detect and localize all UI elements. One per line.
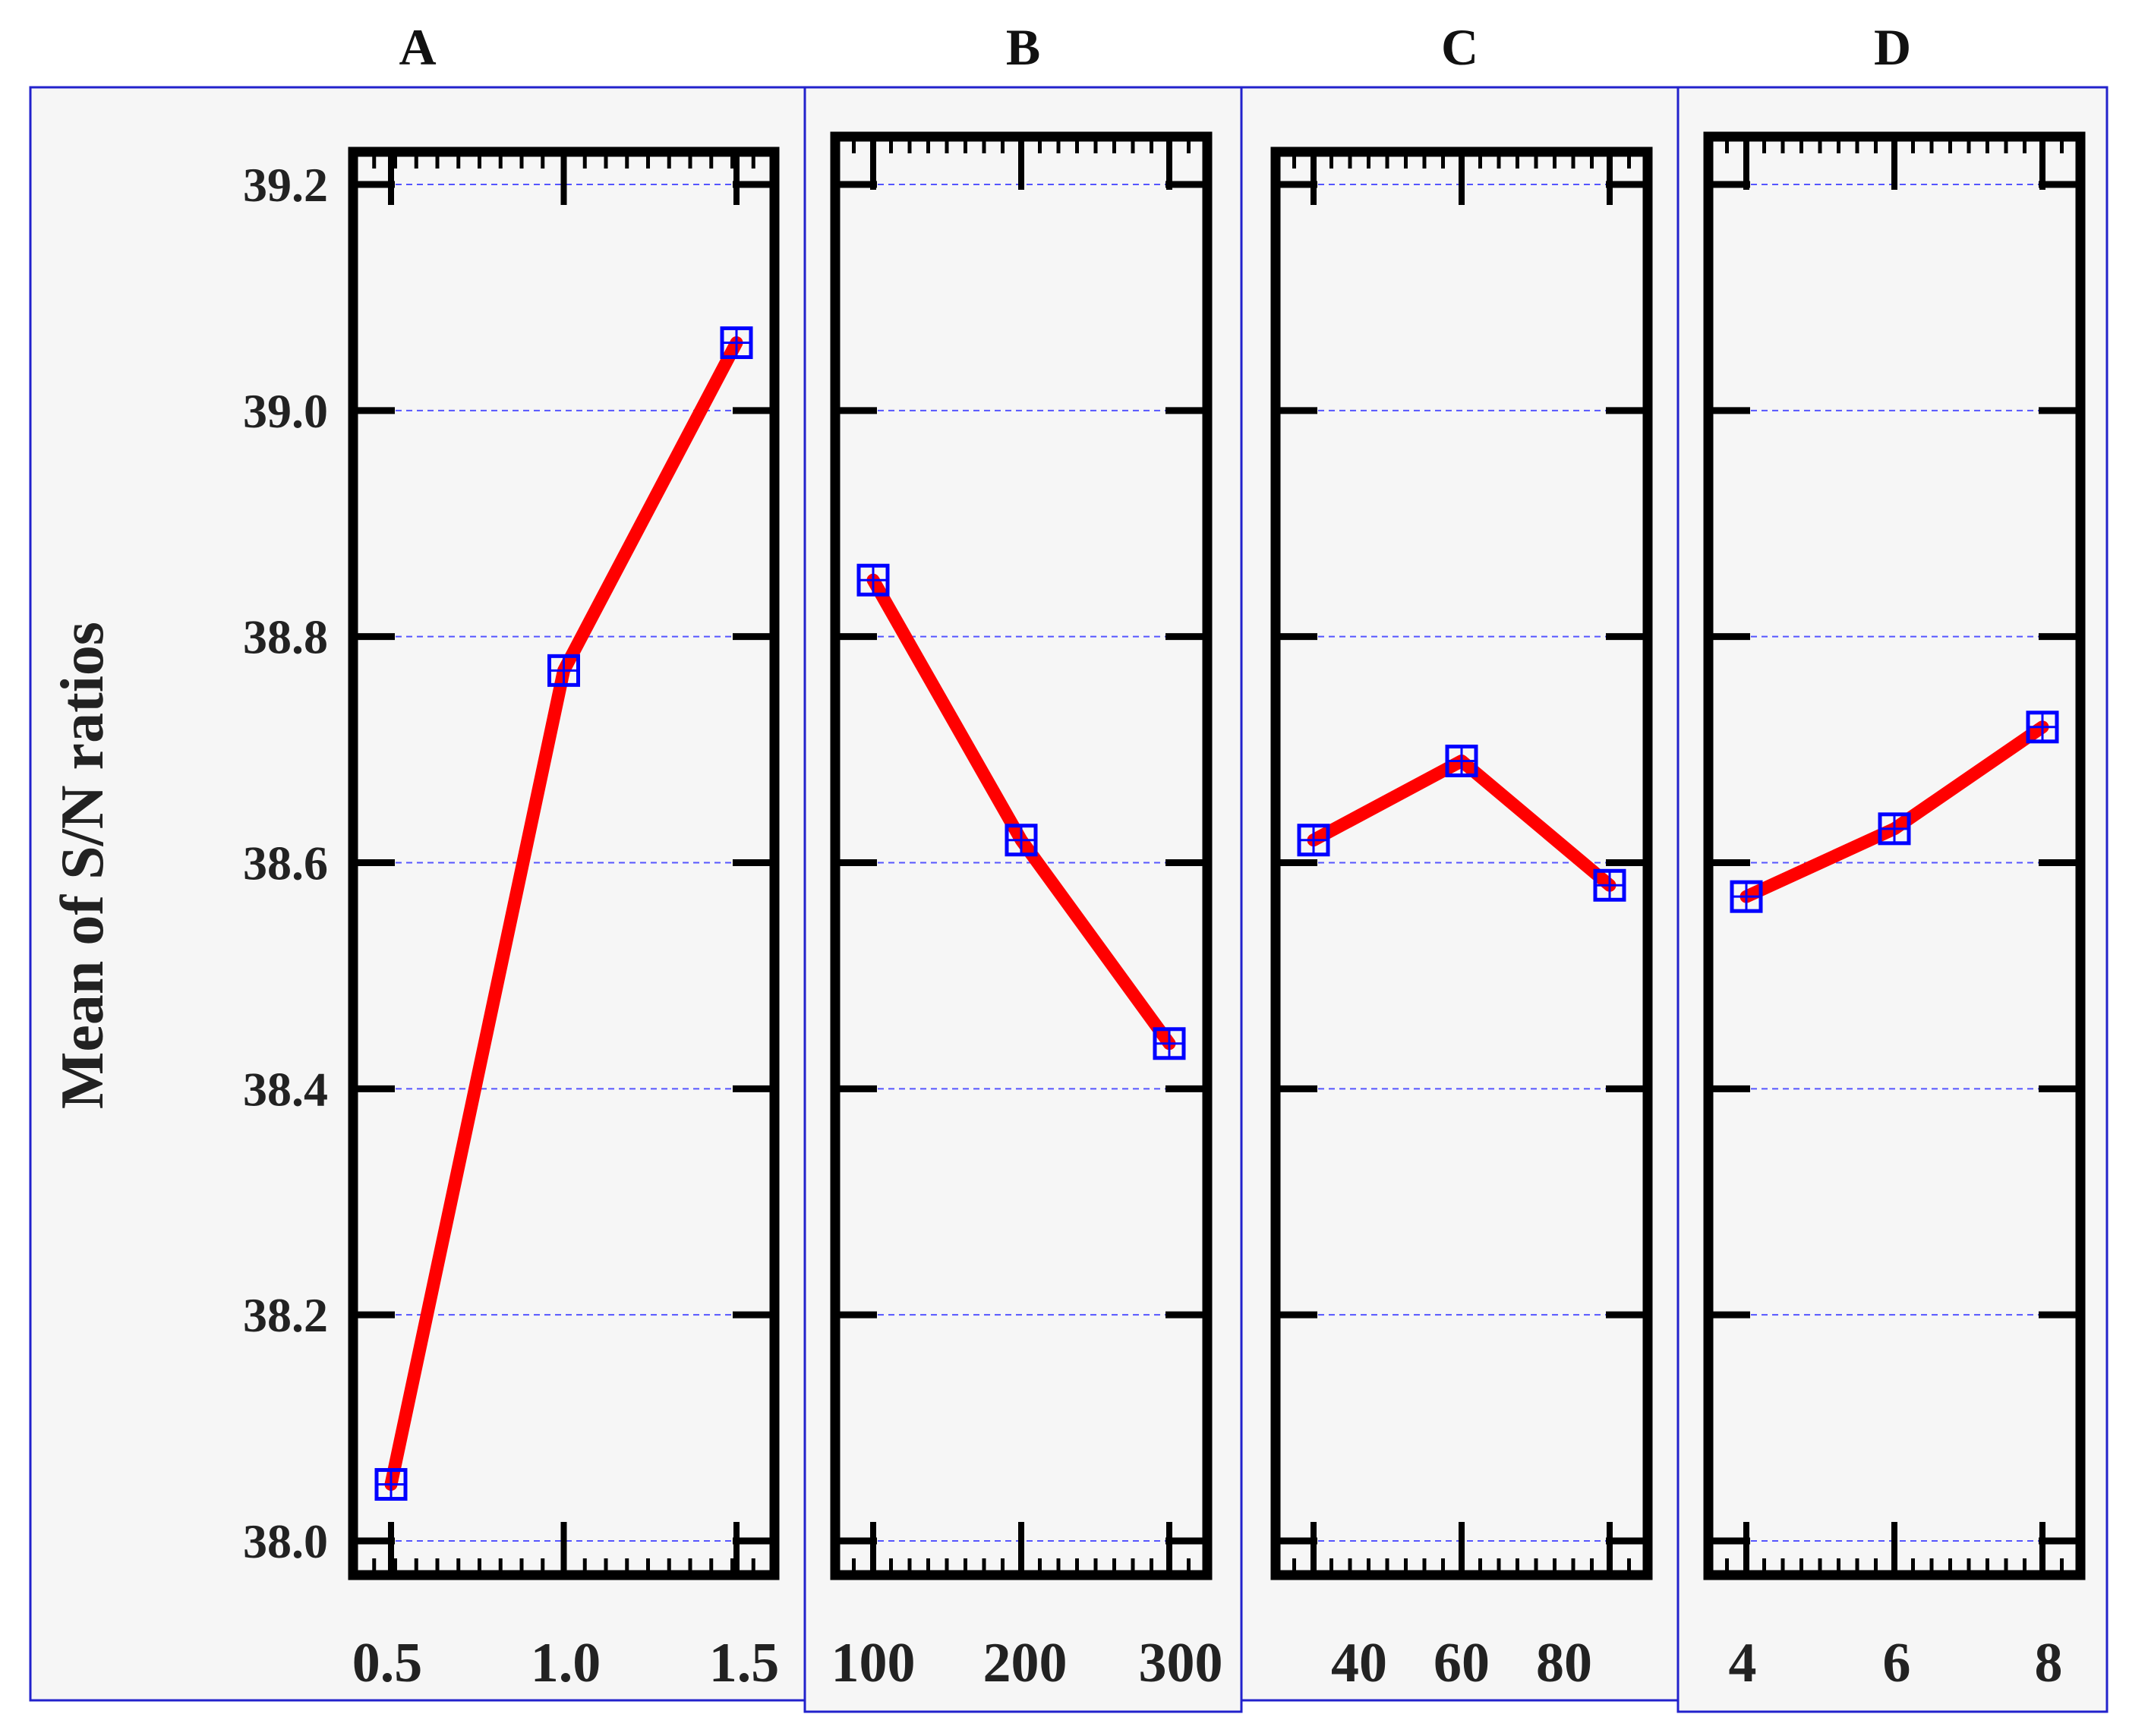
data-point xyxy=(1593,868,1626,902)
x-tick-label: 6 xyxy=(1883,1632,1911,1694)
y-tick-label: 38.8 xyxy=(243,610,328,664)
plot-border xyxy=(1270,147,1653,1580)
panel-frame xyxy=(803,86,1243,1713)
data-point xyxy=(1153,1027,1186,1060)
y-tick-label: 39.2 xyxy=(243,158,328,212)
plot-border xyxy=(348,147,780,1580)
x-tick-label: 300 xyxy=(1139,1632,1223,1694)
x-tick-label: 0.5 xyxy=(352,1632,423,1694)
data-point xyxy=(547,654,580,687)
panel-frame xyxy=(1240,86,1680,1702)
plot-border xyxy=(1703,131,2086,1580)
panel-title: C xyxy=(1441,18,1478,76)
data-point xyxy=(1730,880,1763,913)
x-tick-label: 80 xyxy=(1536,1632,1592,1694)
plot-border xyxy=(830,131,1213,1580)
data-point xyxy=(720,326,753,359)
x-tick-label: 4 xyxy=(1729,1632,1757,1694)
panel-title: B xyxy=(1006,18,1040,76)
data-point xyxy=(1297,824,1330,857)
data-point xyxy=(856,563,890,597)
x-tick-label: 1.0 xyxy=(531,1632,601,1694)
x-tick-label: 1.5 xyxy=(709,1632,780,1694)
x-tick-label: 60 xyxy=(1434,1632,1490,1694)
panel-d: D 4 6 8 xyxy=(1676,18,2108,1713)
y-axis-label: Mean of S/N ratios xyxy=(49,622,116,1109)
panel-title: D xyxy=(1874,18,1911,76)
panel-b: B 100 200 300 xyxy=(803,18,1243,1713)
y-tick-label: 38.6 xyxy=(243,836,328,890)
y-tick-label: 39.0 xyxy=(243,384,328,438)
data-point xyxy=(1005,824,1038,857)
data-point xyxy=(1445,744,1478,777)
data-point xyxy=(2026,710,2059,744)
panels-layer: A 0.5 1.0 1.5 38.0 38.2 38.4 38.6 38.8 39.0 39.2 B 1… xyxy=(29,18,2108,1713)
y-tick-label: 38.4 xyxy=(243,1062,328,1116)
data-point xyxy=(374,1468,408,1501)
panel-a: A 0.5 1.0 1.5 38.0 38.2 38.4 38.6 38.8 39.0 39.2 xyxy=(29,18,806,1702)
panel-c: C 40 60 80 xyxy=(1240,18,1680,1702)
y-tick-label: 38.0 xyxy=(243,1514,328,1568)
data-point xyxy=(1878,812,1911,846)
panel-frame xyxy=(29,86,806,1702)
x-tick-label: 200 xyxy=(983,1632,1068,1694)
y-tick-label: 38.2 xyxy=(243,1288,328,1342)
x-tick-label: 8 xyxy=(2035,1632,2063,1694)
x-tick-label: 100 xyxy=(831,1632,916,1694)
panel-title: A xyxy=(399,18,436,76)
x-tick-label: 40 xyxy=(1331,1632,1387,1694)
